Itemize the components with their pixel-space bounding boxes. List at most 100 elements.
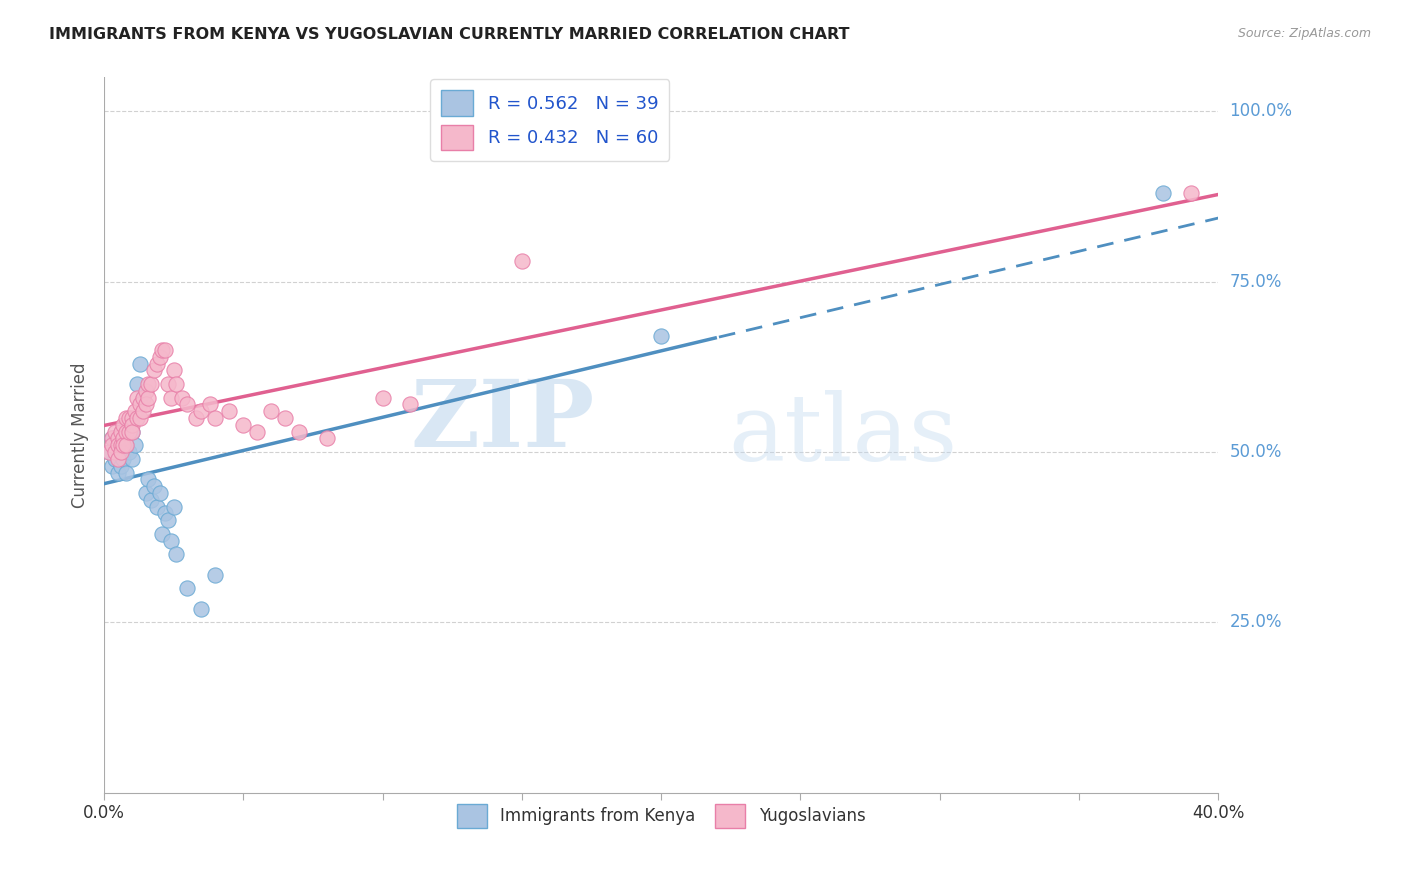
Point bbox=[118, 411, 141, 425]
Point bbox=[138, 391, 160, 405]
Point bbox=[115, 438, 138, 452]
Point bbox=[101, 438, 124, 452]
Point bbox=[141, 376, 163, 391]
Point bbox=[1180, 186, 1202, 201]
Point bbox=[170, 391, 193, 405]
Point bbox=[190, 404, 212, 418]
Point bbox=[104, 438, 127, 452]
Point bbox=[129, 411, 152, 425]
Point bbox=[135, 397, 157, 411]
Text: IMMIGRANTS FROM KENYA VS YUGOSLAVIAN CURRENTLY MARRIED CORRELATION CHART: IMMIGRANTS FROM KENYA VS YUGOSLAVIAN CUR… bbox=[49, 27, 849, 42]
Point bbox=[132, 391, 155, 405]
Point bbox=[135, 486, 157, 500]
Point bbox=[371, 391, 394, 405]
Point bbox=[121, 417, 143, 432]
Point bbox=[132, 391, 155, 405]
Point bbox=[110, 438, 132, 452]
Point bbox=[121, 425, 143, 439]
Point bbox=[153, 507, 176, 521]
Point bbox=[110, 438, 132, 452]
Y-axis label: Currently Married: Currently Married bbox=[72, 362, 89, 508]
Point bbox=[112, 451, 135, 466]
Point bbox=[118, 425, 141, 439]
Point bbox=[156, 376, 179, 391]
Point bbox=[138, 472, 160, 486]
Point bbox=[107, 432, 129, 446]
Point bbox=[176, 582, 198, 596]
Point bbox=[101, 458, 124, 473]
Point bbox=[107, 445, 129, 459]
Point bbox=[135, 384, 157, 398]
Point bbox=[315, 432, 337, 446]
Text: 25.0%: 25.0% bbox=[1230, 614, 1282, 632]
Point bbox=[156, 513, 179, 527]
Point bbox=[274, 411, 297, 425]
Point bbox=[146, 500, 169, 514]
Point bbox=[288, 425, 311, 439]
Point bbox=[124, 438, 146, 452]
Point bbox=[129, 397, 152, 411]
Point bbox=[115, 438, 138, 452]
Point bbox=[138, 376, 160, 391]
Point bbox=[129, 357, 152, 371]
Point bbox=[510, 254, 533, 268]
Point bbox=[198, 397, 221, 411]
Point bbox=[127, 376, 149, 391]
Point bbox=[165, 376, 187, 391]
Text: 50.0%: 50.0% bbox=[1230, 443, 1282, 461]
Point bbox=[107, 451, 129, 466]
Point bbox=[159, 391, 181, 405]
Point bbox=[112, 432, 135, 446]
Point bbox=[107, 466, 129, 480]
Text: atlas: atlas bbox=[728, 390, 957, 480]
Point bbox=[101, 432, 124, 446]
Point bbox=[399, 397, 422, 411]
Point bbox=[650, 329, 672, 343]
Point bbox=[115, 411, 138, 425]
Point bbox=[246, 425, 269, 439]
Text: 75.0%: 75.0% bbox=[1230, 273, 1282, 291]
Point bbox=[112, 438, 135, 452]
Point bbox=[127, 391, 149, 405]
Point bbox=[176, 397, 198, 411]
Point bbox=[1152, 186, 1174, 201]
Point bbox=[115, 425, 138, 439]
Point bbox=[204, 411, 226, 425]
Point bbox=[149, 486, 172, 500]
Text: ZIP: ZIP bbox=[411, 376, 595, 466]
Legend: Immigrants from Kenya, Yugoslavians: Immigrants from Kenya, Yugoslavians bbox=[450, 797, 872, 834]
Point bbox=[104, 425, 127, 439]
Point bbox=[110, 425, 132, 439]
Point bbox=[124, 404, 146, 418]
Point bbox=[143, 363, 166, 377]
Point bbox=[232, 417, 254, 432]
Point bbox=[101, 432, 124, 446]
Point bbox=[146, 357, 169, 371]
Point bbox=[121, 425, 143, 439]
Point bbox=[110, 458, 132, 473]
Point bbox=[204, 567, 226, 582]
Point bbox=[107, 438, 129, 452]
Point bbox=[165, 547, 187, 561]
Text: 100.0%: 100.0% bbox=[1230, 103, 1292, 120]
Point bbox=[150, 343, 173, 357]
Point bbox=[190, 601, 212, 615]
Point bbox=[162, 363, 184, 377]
Point bbox=[159, 533, 181, 548]
Point bbox=[127, 411, 149, 425]
Point bbox=[184, 411, 207, 425]
Point bbox=[110, 425, 132, 439]
Point bbox=[143, 479, 166, 493]
Point bbox=[218, 404, 240, 418]
Point bbox=[104, 445, 127, 459]
Point bbox=[112, 432, 135, 446]
Point bbox=[98, 445, 121, 459]
Point bbox=[150, 526, 173, 541]
Text: Source: ZipAtlas.com: Source: ZipAtlas.com bbox=[1237, 27, 1371, 40]
Point bbox=[162, 500, 184, 514]
Point bbox=[110, 445, 132, 459]
Point bbox=[141, 492, 163, 507]
Point bbox=[121, 451, 143, 466]
Point bbox=[132, 404, 155, 418]
Point bbox=[98, 445, 121, 459]
